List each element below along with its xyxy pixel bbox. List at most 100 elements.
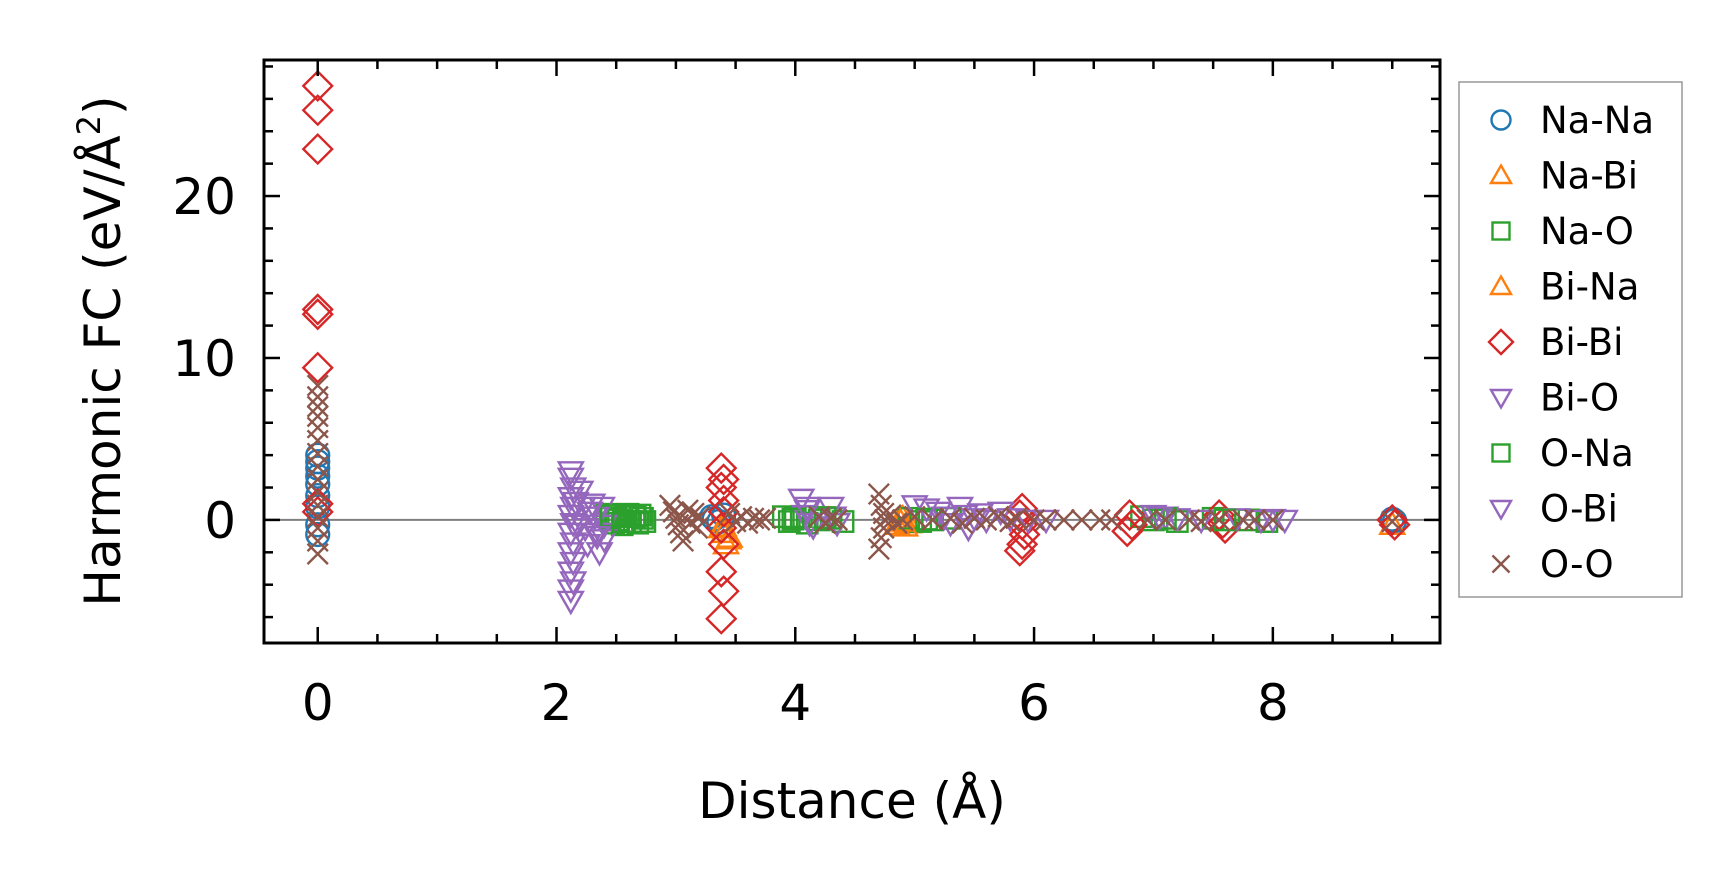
data-point-o-o-35 [820,507,843,530]
series-o-bi [561,491,1174,551]
legend-marker-bi-bi [1487,328,1515,356]
data-point-bi-o-50 [1187,509,1216,535]
data-point-bi-o-18 [573,534,602,559]
data-point-bi-bi-21 [1008,518,1041,551]
legend-item-na-na: Na-Na [1490,99,1654,142]
data-point-o-o-53 [987,505,1010,528]
series-bi-o [556,461,1299,616]
data-point-bi-o-54 [1270,509,1299,535]
x-tick-labels: 0 2 4 6 8 [302,674,1289,732]
data-point-bi-na-0 [707,513,736,539]
legend-marker-na-o [1491,221,1511,241]
data-point-na-o-10 [626,511,650,535]
series-bi-bi [301,69,1411,635]
data-point-bi-o-49 [1163,508,1192,533]
data-point-bi-o-19 [578,493,607,519]
legend-label: Na-O [1540,210,1634,253]
data-point-o-o-25 [688,505,711,528]
data-point-o-o-11 [306,505,329,528]
legend-item-o-bi: O-Bi [1488,488,1618,531]
data-point-o-bi-7 [1145,506,1174,532]
y-tick-label: 0 [204,492,236,550]
data-point-o-na-7 [1213,508,1237,532]
data-point-bi-bi-25 [1115,508,1149,541]
data-point-bi-o-34 [900,495,929,520]
data-point-o-o-58 [1052,508,1075,531]
data-point-o-o-47 [903,505,926,528]
data-point-bi-o-23 [587,496,616,522]
y-tick-labels: 0 10 20 [172,168,236,550]
data-point-o-o-0 [306,374,329,397]
data-point-bi-bi-5 [301,351,334,384]
legend-label: Na-Na [1540,99,1654,142]
data-point-bi-bi-28 [1206,507,1239,540]
data-point-o-o-57 [1034,508,1058,531]
data-point-o-bi-3 [583,525,612,551]
x-tick-label: 6 [1018,674,1050,732]
data-point-o-o-54 [999,510,1022,533]
data-point-bi-bi-17 [705,602,738,635]
data-point-o-o-49 [939,507,962,530]
series-o-o [306,374,1404,565]
data-point-bi-o-39 [950,504,979,530]
data-point-bi-bi-30 [1376,503,1409,537]
data-point-na-o-12 [631,506,654,530]
data-point-o-o-17 [664,507,687,530]
legend-label: Bi-Na [1540,266,1639,309]
data-point-o-o-48 [921,508,944,531]
legend-marker-o-o [1491,554,1511,574]
data-point-o-o-68 [1243,508,1266,531]
data-point-na-o-15 [777,510,801,533]
data-point-o-o-14 [306,542,329,565]
data-point-bi-o-14 [556,590,585,616]
legend-label: Bi-O [1540,377,1619,420]
data-points [301,69,1411,635]
x-tick-label: 4 [779,674,811,732]
legend-item-o-na: O-Na [1491,432,1634,475]
data-point-bi-bi-8 [705,452,738,485]
data-point-o-o-1 [306,385,329,408]
data-point-bi-o-0 [556,461,585,486]
data-point-o-o-69 [1261,508,1284,531]
legend-item-bi-o: Bi-O [1488,377,1619,420]
data-point-o-o-59 [1070,508,1093,531]
data-point-bi-o-41 [966,503,995,528]
legend-item-bi-na: Bi-Na [1488,266,1639,309]
x-tick-label: 2 [541,674,573,732]
data-point-o-o-3 [306,405,329,428]
data-point-bi-bi-10 [705,471,738,504]
data-point-o-o-31 [748,508,771,531]
data-point-o-bi-2 [575,501,605,527]
plot-frame [262,58,1442,645]
data-point-o-o-32 [754,507,777,530]
data-point-o-bi-6 [960,508,989,533]
data-point-na-bi-6 [894,508,923,534]
data-point-o-o-15 [658,494,681,517]
legend-marker-na-na [1490,109,1512,131]
legend-item-bi-bi: Bi-Bi [1487,321,1623,364]
data-point-o-na-1 [611,510,635,533]
data-point-o-o-23 [682,502,705,525]
data-point-o-o-63 [1154,508,1177,531]
data-point-o-o-45 [885,512,908,535]
data-point-bi-bi-22 [1006,528,1039,561]
legend-marker-bi-na [1488,274,1514,296]
data-point-na-na-8 [305,521,331,548]
data-point-bi-bi-9 [707,463,740,496]
x-axis-title: Distance (Å) [698,772,1006,830]
axis-ticks [264,60,1440,643]
data-point-o-o-43 [867,538,890,561]
data-point-bi-o-25 [590,529,619,554]
data-point-o-o-36 [826,508,849,531]
data-point-o-o-2 [306,395,329,418]
data-point-o-na-2 [623,504,647,528]
data-point-bi-bi-3 [301,293,334,326]
legend-label: O-Bi [1540,488,1618,531]
data-point-bi-bi-13 [705,511,738,545]
x-tick-label: 0 [302,674,334,732]
data-point-bi-o-46 [1031,509,1061,535]
data-point-o-o-65 [1190,510,1213,533]
legend-marker-na-bi [1488,163,1514,185]
data-point-o-na-0 [600,504,623,528]
